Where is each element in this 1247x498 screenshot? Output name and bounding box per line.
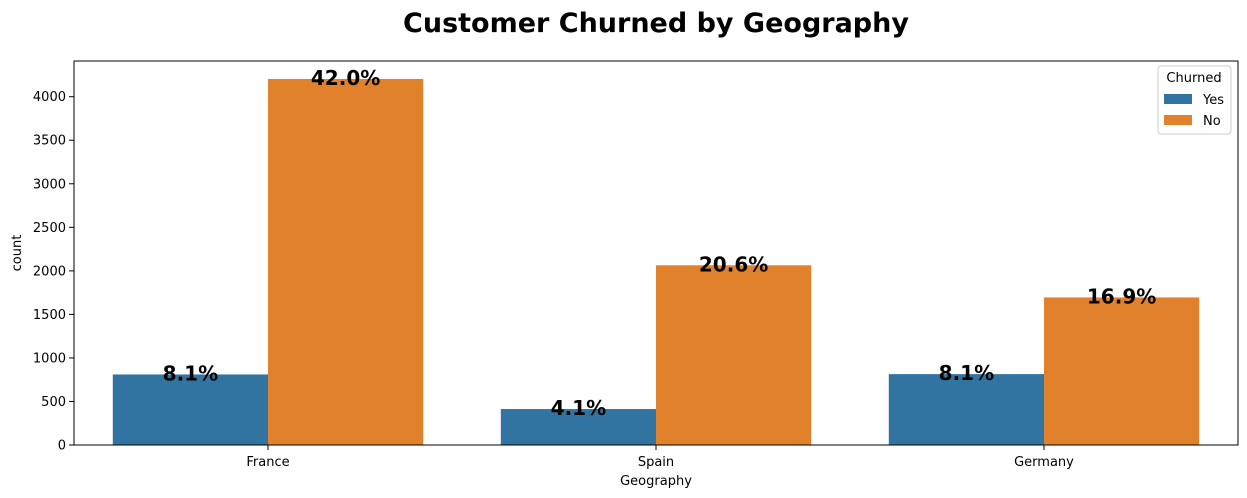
bar-no-spain: [656, 265, 812, 445]
bar-yes-germany: [888, 374, 1044, 445]
data-label-yes-germany: 8.1%: [939, 361, 994, 385]
bar-no-germany: [1044, 297, 1200, 445]
y-axis-ticks: 0 500 1000 1500 2000 2500 3000 3500 4000: [33, 90, 74, 454]
x-tick-label-france: France: [246, 455, 289, 470]
data-label-yes-spain: 4.1%: [551, 396, 606, 420]
data-label-no-germany: 16.9%: [1087, 284, 1156, 308]
x-tick-label-germany: Germany: [1014, 455, 1074, 470]
y-tick-label: 500: [41, 395, 66, 410]
y-tick-label: 2000: [33, 264, 66, 279]
legend-label-yes: Yes: [1202, 93, 1224, 108]
y-tick-label: 2500: [33, 221, 66, 236]
data-labels-group: 8.1% 4.1% 8.1% 42.0% 20.6% 16.9%: [163, 66, 1157, 420]
legend-swatch-yes: [1164, 94, 1192, 104]
y-tick-label: 1000: [33, 351, 66, 366]
bars-group: [112, 78, 1200, 446]
x-axis-ticks: France Spain Germany: [246, 445, 1074, 470]
legend: Churned Yes No: [1157, 65, 1232, 135]
bar-yes-france: [112, 374, 268, 445]
bar-no-france: [268, 78, 424, 446]
y-tick-label: 1500: [33, 308, 66, 323]
legend-label-no: No: [1203, 114, 1221, 129]
legend-items: Yes No: [1164, 93, 1224, 129]
x-axis-label: Geography: [620, 474, 692, 489]
y-tick-label: 3000: [33, 177, 66, 192]
x-tick-label-spain: Spain: [638, 455, 674, 470]
data-label-no-france: 42.0%: [311, 66, 380, 90]
y-axis-label: count: [10, 235, 25, 272]
legend-swatch-no: [1164, 115, 1192, 125]
y-tick-label: 3500: [33, 134, 66, 149]
data-label-no-spain: 20.6%: [699, 252, 768, 276]
legend-title: Churned: [1166, 71, 1221, 86]
chart-title: Customer Churned by Geography: [403, 8, 909, 39]
y-tick-label: 4000: [33, 90, 66, 105]
bar-yes-spain: [500, 409, 656, 445]
data-label-yes-france: 8.1%: [163, 361, 218, 385]
plot-area-frame: [73, 60, 1239, 446]
y-tick-label: 0: [58, 439, 66, 454]
